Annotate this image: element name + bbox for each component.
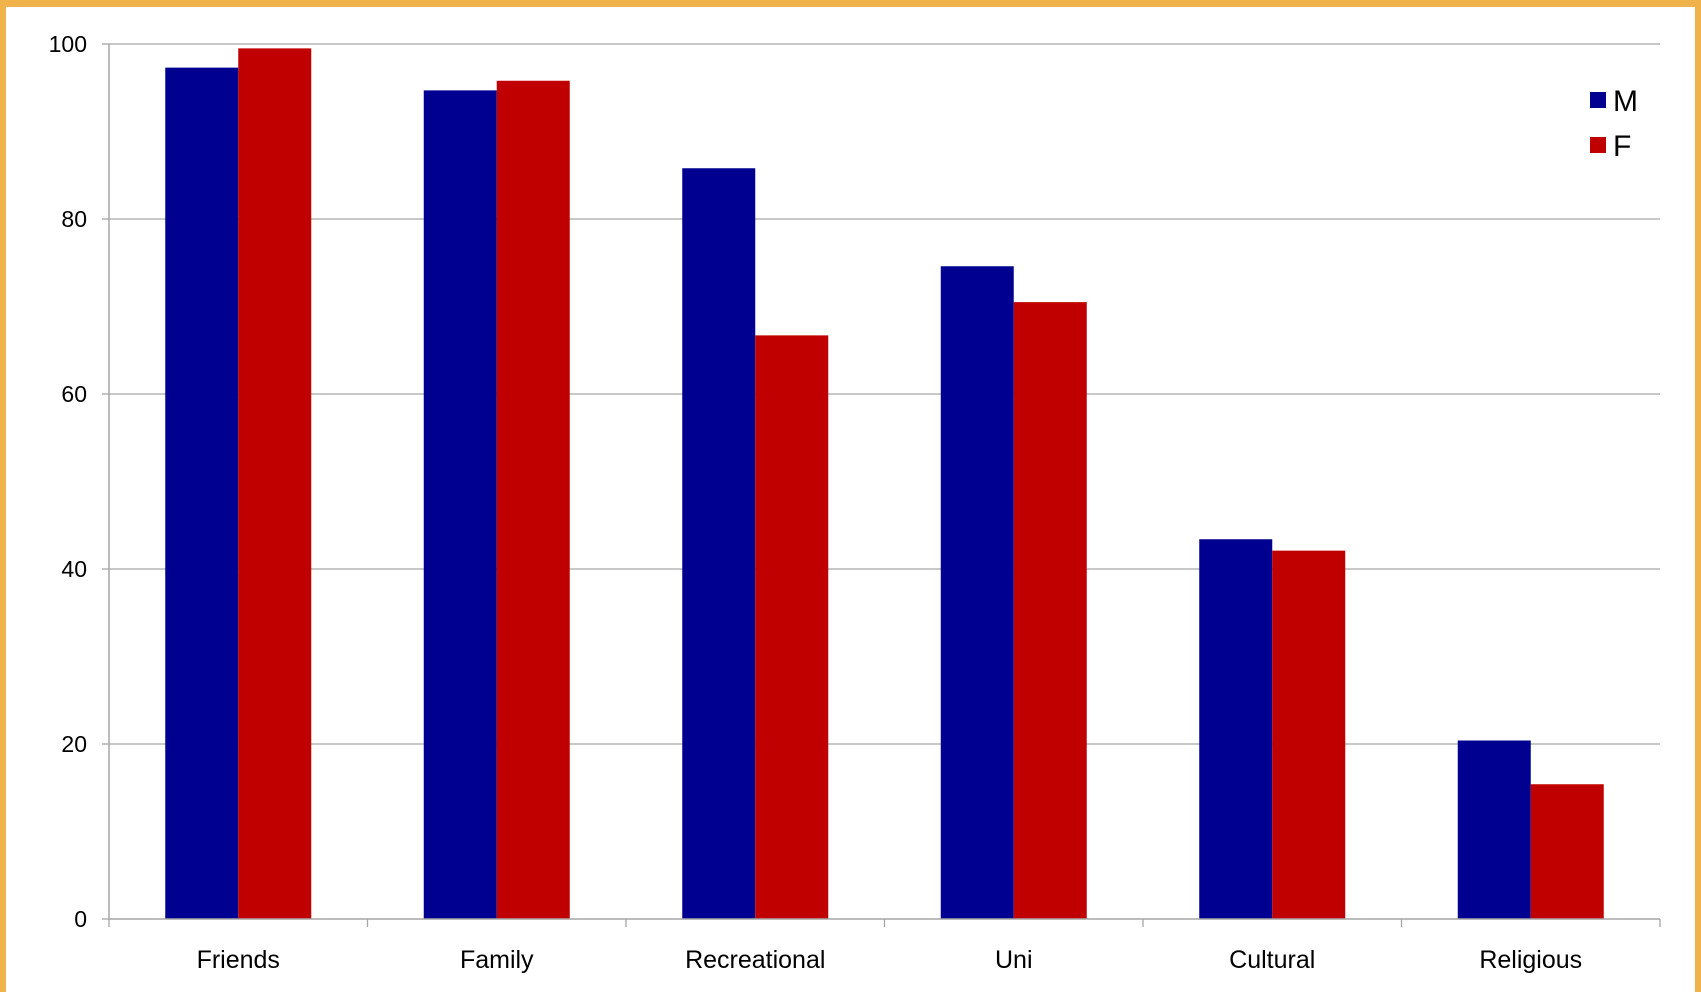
- y-tick-label: 100: [49, 31, 87, 57]
- bar-m-family: [423, 90, 497, 919]
- bar-m-uni: [940, 266, 1014, 919]
- bar-f-friends: [238, 48, 312, 919]
- y-tick-label: 20: [61, 731, 87, 757]
- y-tick-labels: 0 20 40 60 80 100: [49, 31, 87, 932]
- x-tick-label: Uni: [995, 946, 1033, 974]
- y-tick-label: 60: [61, 381, 87, 407]
- bar-chart: 0 20 40 60 80 100 Friends Family Recreational Un…: [49, 31, 1661, 974]
- x-tick-label: Recreational: [685, 946, 825, 974]
- x-tick-label: Cultural: [1229, 946, 1315, 974]
- y-tick-label: 0: [74, 906, 87, 932]
- legend-swatch-m: [1590, 92, 1606, 108]
- x-tick-label: Family: [460, 946, 534, 974]
- bar-m-recreational: [682, 168, 756, 919]
- y-tick-label: 80: [61, 206, 87, 232]
- legend-swatch-f: [1590, 137, 1606, 153]
- bar-m-religious: [1457, 740, 1531, 919]
- y-tick-label: 40: [61, 556, 87, 582]
- legend-label-f: F: [1613, 130, 1631, 163]
- x-tick-labels: Friends Family Recreational Uni Cultural Reli…: [197, 946, 1583, 974]
- x-tick-label: Friends: [197, 946, 280, 974]
- x-tick-label: Religious: [1479, 946, 1582, 974]
- bar-f-cultural: [1272, 550, 1346, 919]
- bar-m-cultural: [1199, 539, 1273, 919]
- bar-f-religious: [1530, 784, 1604, 919]
- legend: M F: [1590, 85, 1638, 163]
- bar-f-recreational: [755, 335, 829, 919]
- gridlines: [102, 43, 1661, 927]
- bar-f-family: [496, 80, 570, 919]
- bars: [165, 48, 1604, 919]
- axes: [108, 44, 1660, 920]
- bar-f-uni: [1013, 302, 1087, 919]
- legend-label-m: M: [1613, 85, 1638, 118]
- bar-m-friends: [165, 67, 239, 919]
